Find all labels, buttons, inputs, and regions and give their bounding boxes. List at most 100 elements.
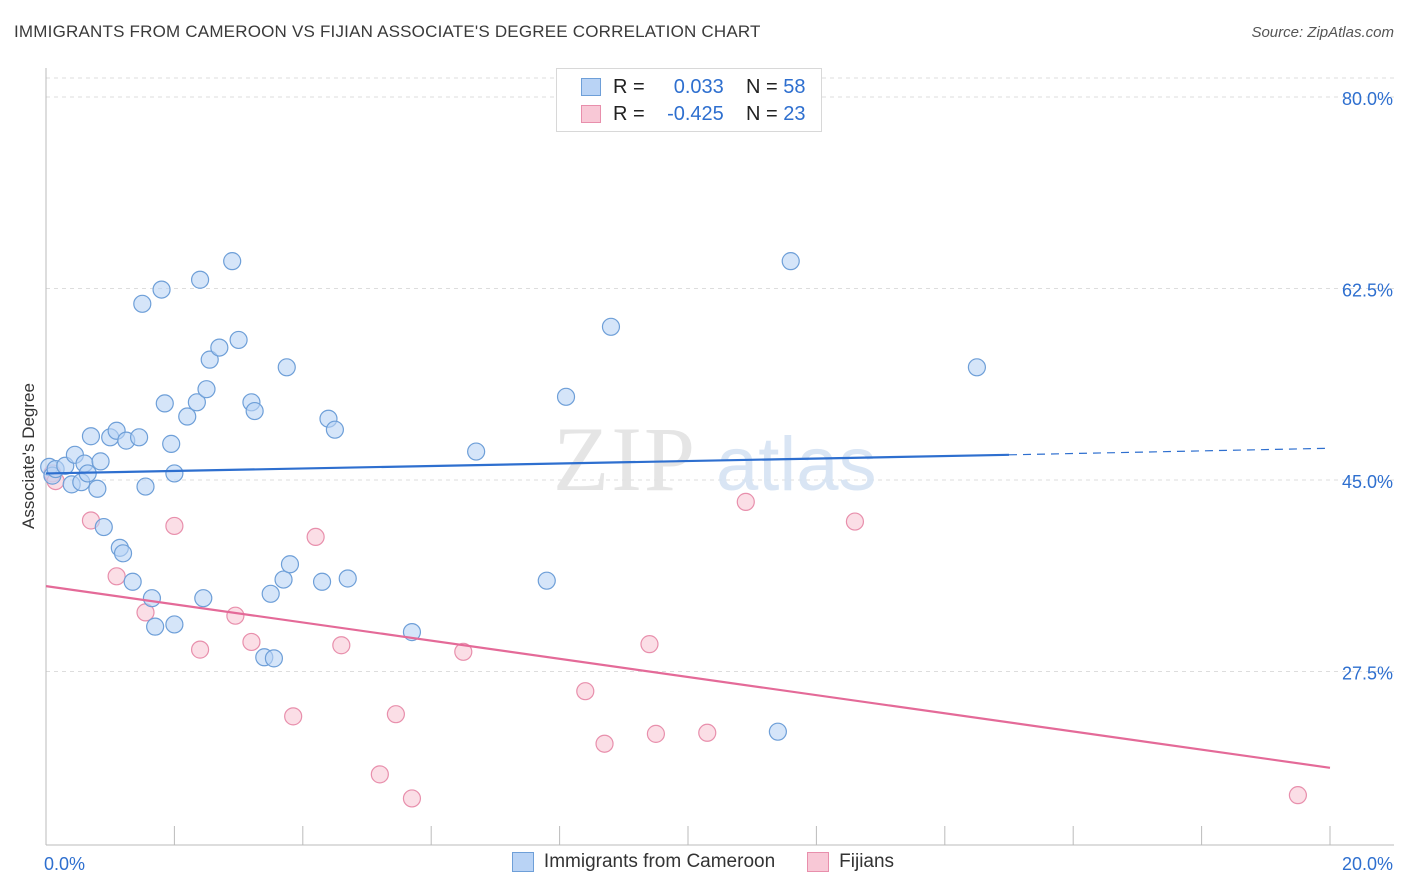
cameroon-point	[556, 387, 576, 406]
fijians-point	[165, 516, 184, 536]
watermark-atlas: atlas	[716, 422, 877, 507]
fijians-swatch	[807, 852, 830, 872]
series-legend: Immigrants from Cameroon Fijians	[0, 851, 1406, 873]
cameroon-point	[146, 617, 165, 636]
r-value: 0.033	[673, 75, 724, 98]
cameroon-point	[123, 572, 142, 591]
cameroon-swatch	[511, 852, 534, 872]
watermark: ZIP atlas	[553, 408, 877, 510]
fijians-point	[1288, 786, 1308, 805]
fijians-point	[107, 567, 126, 586]
cameroon-point	[197, 380, 216, 399]
fijians-point	[595, 734, 614, 753]
cameroon-point	[136, 477, 155, 496]
fijians-point	[698, 723, 717, 742]
cameroon-point	[200, 350, 219, 369]
y-tick-label: 27.5%	[1342, 664, 1393, 684]
fijians-point	[284, 707, 303, 726]
cameroon-point	[210, 338, 229, 357]
cameroon-point	[601, 317, 621, 336]
cameroon-point	[194, 589, 213, 608]
legend-label: Fijians	[839, 851, 895, 872]
fijians-point	[576, 682, 595, 701]
fijians-point	[845, 512, 865, 531]
cameroon-point	[81, 427, 101, 446]
cameroon-point	[178, 407, 197, 426]
cameroon-point	[91, 452, 110, 471]
cameroon-point	[229, 330, 248, 350]
cameroon-point	[155, 394, 174, 413]
cameroon-point	[781, 252, 800, 271]
cameroon-point	[280, 555, 300, 574]
stats-row-fijians: R = -0.425 N = 23	[581, 101, 806, 127]
trend-lines	[45, 447, 1331, 769]
cameroon-point	[338, 569, 357, 588]
n-value: 58	[783, 75, 806, 98]
stats-legend: R = 0.033 N = 58 R = -0.425 N = 23	[556, 68, 822, 132]
cameroon-swatch	[581, 78, 601, 96]
cameroon-points	[40, 252, 987, 741]
legend-item-cameroon[interactable]: Immigrants from Cameroon	[511, 851, 776, 873]
x-tick-label: 20.0%	[1342, 854, 1393, 874]
watermark-zip: ZIP	[553, 408, 697, 510]
tick-labels: 80.0% 62.5% 45.0% 27.5% 0.0% 20.0%	[44, 89, 1393, 874]
fijians-point	[306, 527, 325, 547]
fijians-points	[43, 464, 1308, 808]
cameroon-point	[768, 722, 787, 741]
r-value: -0.425	[667, 102, 724, 125]
cameroon-point	[133, 294, 152, 313]
cameroon-point	[94, 517, 113, 537]
legend-label: Immigrants from Cameroon	[543, 851, 776, 872]
cameroon-point	[129, 428, 149, 447]
fijians-swatch	[581, 105, 601, 123]
n-label: N =	[746, 75, 778, 98]
cameroon-point	[967, 358, 987, 377]
cameroon-trend-extension	[1008, 447, 1331, 456]
fijians-point	[332, 636, 351, 655]
y-axis-label: Associate's Degree	[19, 383, 38, 529]
cameroon-point	[312, 572, 332, 591]
cameroon-point	[142, 589, 162, 608]
cameroon-point	[113, 544, 133, 563]
fijians-point	[242, 632, 261, 652]
cameroon-point	[277, 358, 296, 377]
y-tick-label: 45.0%	[1342, 472, 1393, 492]
cameroon-point	[223, 252, 242, 271]
fijians-point	[190, 640, 210, 659]
n-label: N =	[746, 102, 778, 125]
x-tick-label: 0.0%	[44, 854, 85, 874]
fijians-point	[640, 635, 659, 654]
stats-row-cameroon: R = 0.033 N = 58	[581, 74, 806, 100]
cameroon-point	[325, 420, 344, 439]
fijians-point	[226, 606, 245, 625]
fijians-point	[370, 765, 389, 784]
y-tick-label: 62.5%	[1342, 281, 1393, 301]
fijians-point	[646, 724, 666, 743]
r-label: R =	[613, 75, 645, 98]
cameroon-point	[88, 479, 107, 498]
cameroon-point	[165, 464, 184, 483]
fijians-point	[736, 492, 755, 511]
fijians-point	[454, 642, 473, 661]
cameroon-point	[264, 649, 284, 668]
cameroon-point	[467, 442, 486, 461]
cameroon-point	[152, 280, 171, 299]
cameroon-point	[261, 584, 280, 603]
y-tick-label: 80.0%	[1342, 89, 1393, 109]
fijians-point	[402, 789, 422, 808]
fijians-point	[386, 705, 405, 724]
source-label: Source: ZipAtlas.com	[1251, 24, 1394, 41]
n-value: 23	[783, 102, 806, 125]
cameroon-trend-line	[45, 453, 1010, 475]
cameroon-point	[165, 615, 184, 634]
cameroon-point	[162, 434, 181, 453]
cameroon-point	[537, 571, 556, 590]
legend-item-fijians[interactable]: Fijians	[807, 851, 894, 873]
chart-title: IMMIGRANTS FROM CAMEROON VS FIJIAN ASSOC…	[14, 22, 761, 41]
fijians-trend-line	[45, 585, 1331, 769]
grid-lines	[46, 77, 1394, 672]
r-label: R =	[613, 102, 645, 125]
axes	[45, 68, 1394, 846]
cameroon-point	[274, 570, 293, 589]
